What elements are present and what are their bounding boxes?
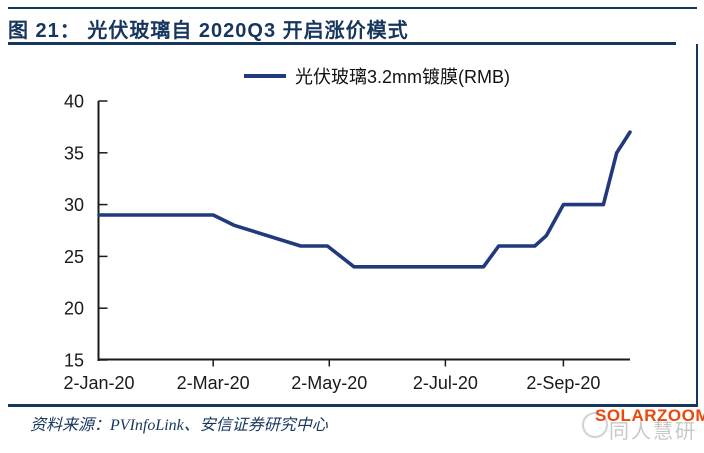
x-tick-label: 2-Jan-20 [63,373,134,393]
source-text: PVInfoLink、安信证券研究中心 [110,417,328,434]
chart-legend: 光伏玻璃3.2mm镀膜(RMB) [244,63,510,89]
y-tick-label: 25 [64,247,84,267]
y-tick-label: 20 [64,299,84,319]
watermark-brand: SOLARZOOM [595,406,704,425]
legend-label: 光伏玻璃3.2mm镀膜(RMB) [295,67,510,87]
x-tick-label: 2-Jul-20 [413,373,478,393]
x-tick-label: 2-Mar-20 [177,373,250,393]
top-border-rule [8,7,697,9]
right-border-rule [696,44,698,407]
watermark: 同人慧研 SOLARZOOM [578,403,704,449]
x-tick-label: 2-May-20 [291,373,367,393]
price-series-line [97,130,632,269]
y-tick-label: 40 [64,92,84,112]
source-prefix: 资料来源： [30,417,111,434]
source-line: 资料来源：PVInfoLink、安信证券研究中心 [30,411,328,435]
watermark-logo-circle-icon [582,412,608,438]
watermark-ghost-text: 同人慧研 [609,421,697,443]
legend-line-swatch [244,74,286,78]
x-tick-label: 2-Sep-20 [526,373,600,393]
y-tick-label: 30 [64,195,84,215]
figure-title: 图 21： 光伏玻璃自 2020Q3 开启涨价模式 [8,20,409,42]
source-divider-rule [8,404,697,407]
y-tick-label: 35 [64,143,84,163]
title-underline-rule [8,42,676,45]
y-tick-label: 15 [64,351,84,371]
